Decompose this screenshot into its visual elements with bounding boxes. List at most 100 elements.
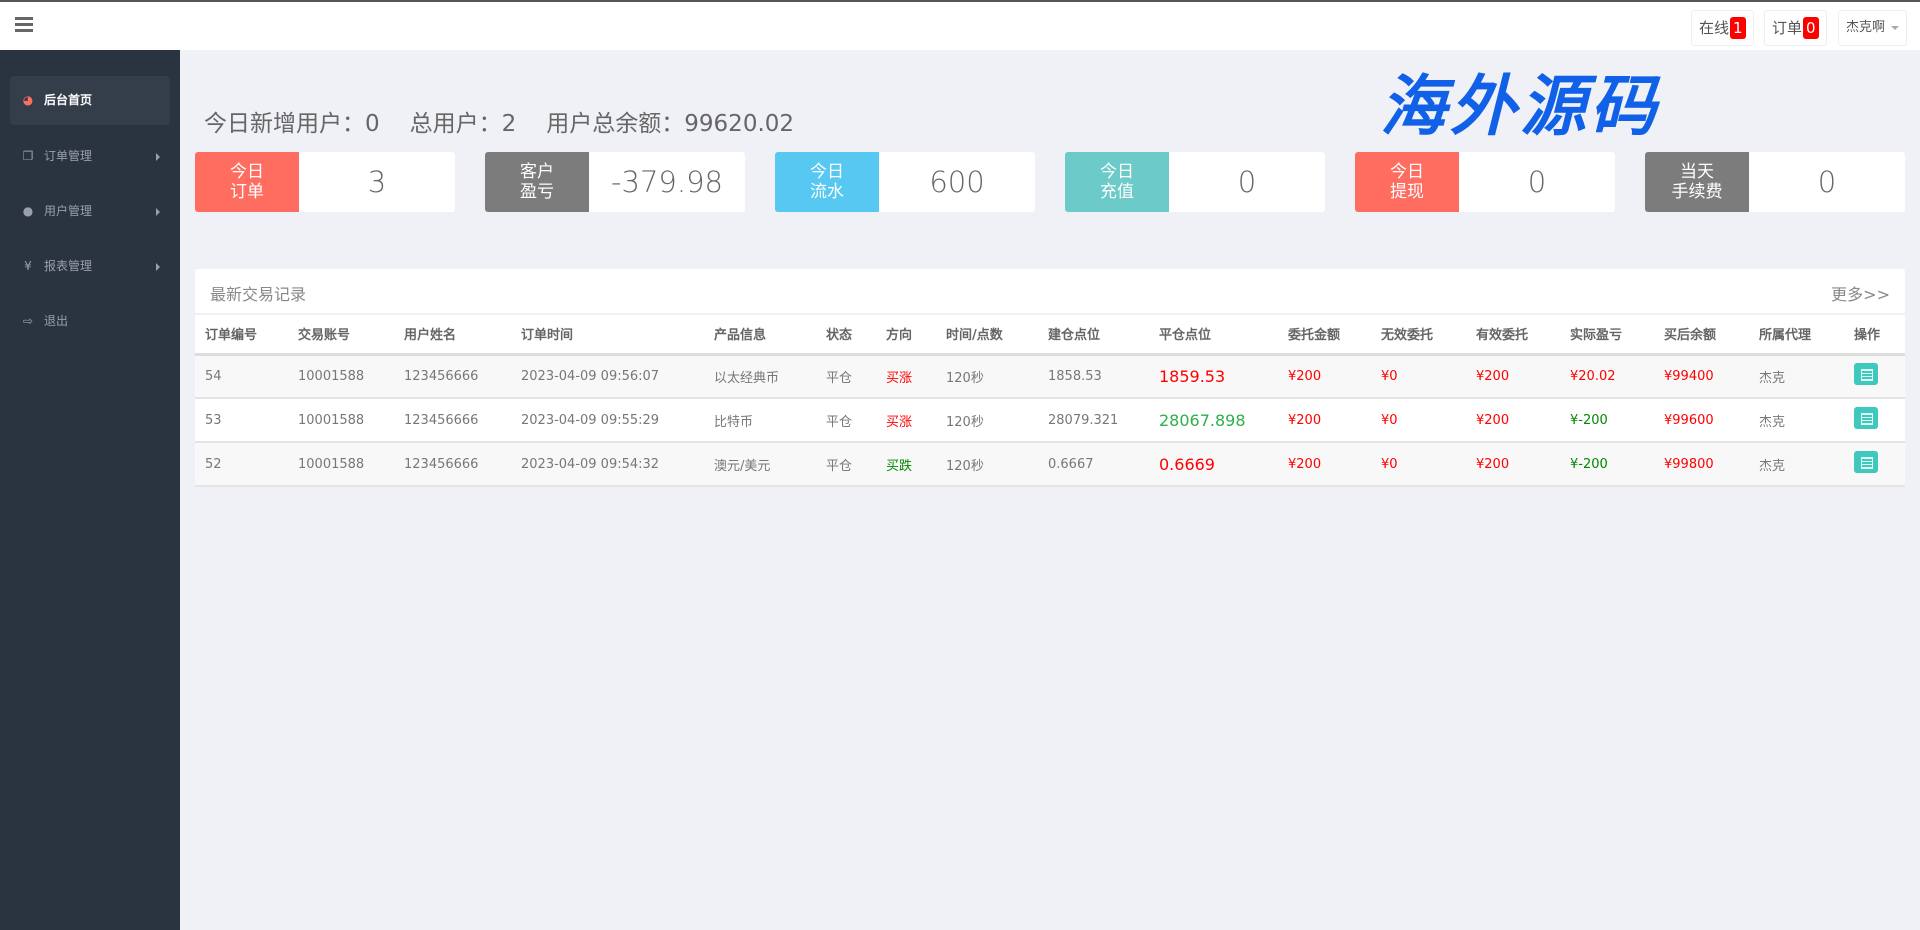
column-header: 用户姓名 [394, 313, 511, 356]
sidebar-item-reports[interactable]: ¥ 报表管理 [10, 242, 170, 291]
stat-card-label-line: 客户 [520, 162, 554, 182]
column-header: 产品信息 [704, 313, 816, 356]
table-cell: 平仓 [816, 398, 876, 443]
stat-card-label: 客户 盈亏 [485, 152, 589, 212]
table-cell: 123456666 [394, 442, 511, 487]
hamburger-menu-icon[interactable] [15, 17, 33, 33]
table-cell: 0.6669 [1149, 442, 1278, 487]
stat-card: 今日 充值 0 [1065, 152, 1325, 212]
table-cell: ¥-200 [1560, 398, 1654, 443]
sidebar: ◕ 后台首页 ❐ 订单管理 ● 用户管理 ¥ 报表管理 ⇨ 退出 [0, 50, 180, 930]
table-cell: 28067.898 [1149, 398, 1278, 443]
column-header: 时间/点数 [936, 313, 1038, 356]
caret-right-icon [156, 153, 160, 161]
column-header: 建仓点位 [1038, 313, 1149, 356]
stat-card: 客户 盈亏 -379.98 [485, 152, 745, 212]
table-cell: 54 [195, 354, 288, 399]
orders-button[interactable]: 订单 0 [1764, 10, 1827, 46]
sidebar-item-label: 报表管理 [44, 259, 93, 273]
online-button[interactable]: 在线 1 [1691, 10, 1754, 46]
stat-card-value: 3 [367, 165, 387, 199]
stat-card: 当天 手续费 0 [1645, 152, 1905, 212]
new-users-stat: 今日新增用户：0 [204, 111, 380, 137]
table-cell: 1858.53 [1038, 354, 1149, 399]
more-link[interactable]: 更多>> [1831, 285, 1890, 304]
stat-card-label-line: 今日 [230, 162, 264, 182]
stat-card-value: 0 [1237, 165, 1257, 199]
table-cell: ¥200 [1278, 354, 1371, 399]
dashboard-icon: ◕ [22, 93, 34, 107]
sidebar-item-dashboard[interactable]: ◕ 后台首页 [10, 76, 170, 125]
orders-count-badge: 0 [1803, 17, 1819, 39]
detail-button[interactable] [1854, 451, 1878, 473]
column-header: 无效委托 [1371, 313, 1466, 356]
table-cell: ¥200 [1278, 398, 1371, 443]
files-icon: ❐ [22, 149, 34, 163]
stat-card-label: 当天 手续费 [1645, 152, 1749, 212]
table-cell: ¥0 [1371, 398, 1466, 443]
user-name: 杰克啊 [1846, 20, 1886, 35]
stat-card-label: 今日 订单 [195, 152, 299, 212]
column-header: 有效委托 [1466, 313, 1560, 356]
recent-trades-panel: 最新交易记录 更多>> 订单编号 交易账号 用户姓名 订单时间 产品信息 状态 方向 时间/点… [195, 269, 1905, 487]
stat-card-value: 0 [1527, 165, 1547, 199]
detail-button[interactable] [1854, 407, 1878, 429]
stat-card-label-line: 提现 [1390, 182, 1424, 202]
table-cell: ¥99400 [1654, 354, 1749, 399]
column-header: 平仓点位 [1149, 313, 1278, 356]
sidebar-item-label: 订单管理 [44, 149, 93, 163]
user-icon: ● [22, 204, 34, 218]
table-cell: 杰克 [1749, 354, 1844, 399]
stat-card-label: 今日 流水 [775, 152, 879, 212]
table-cell [1844, 442, 1905, 487]
total-balance-stat: 用户总余额：99620.02 [546, 111, 795, 137]
table-cell: 买跌 [876, 442, 936, 487]
caret-right-icon [156, 208, 160, 216]
sidebar-item-orders[interactable]: ❐ 订单管理 [10, 132, 170, 181]
table-cell: 123456666 [394, 354, 511, 399]
table-cell: ¥200 [1278, 442, 1371, 487]
table-cell: ¥0 [1371, 354, 1466, 399]
stat-card-label-line: 今日 [1100, 162, 1134, 182]
sidebar-item-users[interactable]: ● 用户管理 [10, 187, 170, 236]
table-row: 54 10001588 123456666 2023-04-09 09:56:07 以太… [195, 354, 1905, 399]
detail-button[interactable] [1854, 363, 1878, 386]
column-header: 订单编号 [195, 313, 288, 356]
table-cell: ¥99800 [1654, 442, 1749, 487]
stat-card: 今日 提现 0 [1355, 152, 1615, 212]
column-header: 委托金额 [1278, 313, 1371, 356]
table-cell: 平仓 [816, 442, 876, 487]
table-cell: 以太经典币 [704, 354, 816, 399]
table-cell: 比特币 [704, 398, 816, 443]
table-cell: 123456666 [394, 398, 511, 443]
table-cell: ¥0 [1371, 442, 1466, 487]
sidebar-item-logout[interactable]: ⇨ 退出 [10, 297, 170, 346]
column-header: 所属代理 [1749, 313, 1844, 356]
table-cell: 2023-04-09 09:56:07 [511, 354, 704, 399]
table-cell: 120秒 [936, 442, 1038, 487]
column-header: 操作 [1844, 313, 1905, 356]
stat-card: 今日 订单 3 [195, 152, 455, 212]
table-cell: 10001588 [288, 354, 394, 399]
sidebar-item-label: 退出 [44, 314, 69, 328]
stat-card: 今日 流水 600 [775, 152, 1035, 212]
user-dropdown[interactable]: 杰克啊 [1838, 10, 1908, 46]
table-cell: 杰克 [1749, 398, 1844, 443]
user-stats: 今日新增用户：0 总用户：2 用户总余额：99620.02 [204, 104, 824, 138]
table-cell: 10001588 [288, 398, 394, 443]
stat-card-value: 600 [929, 165, 985, 199]
table-cell: 买涨 [876, 398, 936, 443]
table-cell: 52 [195, 442, 288, 487]
column-header: 交易账号 [288, 313, 394, 356]
stat-card-label: 今日 提现 [1355, 152, 1459, 212]
table-cell: ¥200 [1466, 354, 1560, 399]
table-cell: ¥20.02 [1560, 354, 1654, 399]
online-count-badge: 1 [1730, 17, 1746, 39]
online-label: 在线 [1699, 19, 1730, 37]
stat-card-label-line: 今日 [810, 162, 844, 182]
table-cell: 1859.53 [1149, 354, 1278, 399]
stat-card-label-line: 流水 [810, 182, 844, 202]
table-cell: ¥99600 [1654, 398, 1749, 443]
trades-table: 订单编号 交易账号 用户姓名 订单时间 产品信息 状态 方向 时间/点数 建仓点位 平仓点位 委托金… [195, 313, 1905, 487]
table-cell: 53 [195, 398, 288, 443]
